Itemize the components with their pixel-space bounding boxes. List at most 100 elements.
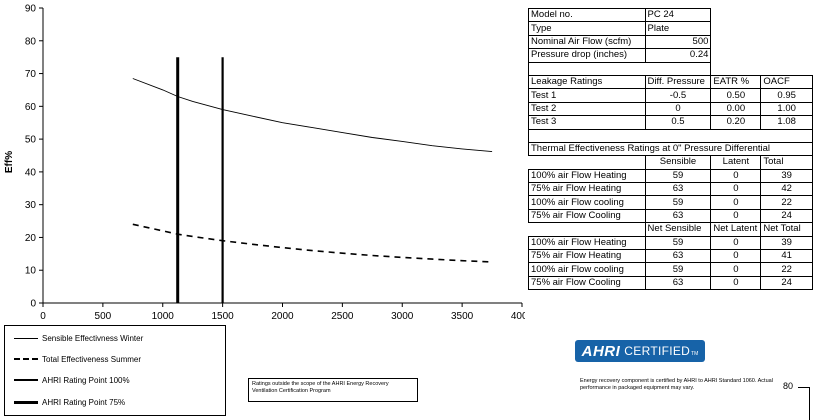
thermal-row: 100% air Flow cooling 59 0 22 bbox=[528, 195, 813, 210]
x-tick-label: 1500 bbox=[212, 311, 235, 322]
logo-brand: AHRI bbox=[581, 342, 621, 360]
scope-note: Ratings outside the scope of the AHRI En… bbox=[248, 378, 418, 402]
leakage-header: OACF bbox=[760, 74, 813, 90]
leakage-row: Test 2 0 0.00 1.00 bbox=[528, 101, 813, 117]
y-tick-label: 90 bbox=[25, 4, 37, 15]
leakage-row: Test 1 -0.5 0.50 0.95 bbox=[528, 88, 813, 103]
net-cell: 39 bbox=[760, 235, 813, 251]
y-tick-label: 80 bbox=[25, 36, 37, 47]
net-cell: 24 bbox=[760, 275, 813, 291]
series-layer bbox=[132, 57, 493, 303]
spec-row-airflow: Nominal Air Flow (scfm) 500 bbox=[528, 34, 813, 50]
legend-item-total: Total Effectiveness Summer bbox=[5, 352, 141, 366]
net-cell: 0 bbox=[710, 275, 762, 291]
thermal-header: Latent bbox=[710, 155, 762, 170]
y-axis-label: Eff% bbox=[4, 151, 15, 173]
leakage-cell: 1.00 bbox=[760, 101, 813, 117]
thermal-cell: 63 bbox=[644, 208, 712, 224]
axes bbox=[39, 7, 523, 307]
net-cell: 63 bbox=[644, 249, 712, 264]
leakage-cell: Test 3 bbox=[528, 115, 646, 130]
leakage-cell: 0.50 bbox=[710, 88, 762, 103]
tick-labels: 0 10 20 30 40 50 60 70 80 90 0 500 1000 1500 2000 2500 3… bbox=[25, 4, 525, 323]
thermal-row: 75% air Flow Cooling 63 0 24 bbox=[528, 208, 813, 224]
legend-item-sensible: Sensible Effectivness Winter bbox=[5, 331, 143, 345]
net-cell: 100% air Flow Heating bbox=[528, 235, 646, 251]
thermal-cell: 39 bbox=[760, 168, 813, 184]
net-row: 75% air Flow Heating 63 0 41 bbox=[528, 249, 813, 264]
page-number: 80 bbox=[783, 381, 794, 391]
thermal-cell: 75% air Flow Heating bbox=[528, 182, 646, 197]
net-cell: 0 bbox=[710, 235, 762, 251]
logo-certified: CERTIFIED bbox=[624, 344, 691, 358]
legend-swatch-solid bbox=[14, 337, 38, 339]
net-header: Net Total bbox=[760, 222, 813, 237]
model-value: PC 24 bbox=[644, 7, 712, 23]
spec-row-model: Model no. PC 24 bbox=[528, 7, 813, 23]
y-tick-label: 70 bbox=[25, 69, 37, 80]
net-cell: 59 bbox=[644, 235, 712, 251]
thermal-cell: 0 bbox=[710, 208, 762, 224]
y-tick-label: 50 bbox=[25, 135, 37, 146]
y-tick-label: 0 bbox=[30, 299, 36, 310]
ahri-certified-logo: AHRI CERTIFIED TM bbox=[575, 340, 705, 362]
net-cell: 75% air Flow Cooling bbox=[528, 275, 646, 291]
leakage-header: Diff. Pressure bbox=[644, 74, 712, 90]
leakage-cell: -0.5 bbox=[644, 88, 712, 103]
leakage-header-row: Leakage Ratings Diff. Pressure EATR % OA… bbox=[528, 74, 813, 90]
thermal-cell: 0 bbox=[710, 168, 762, 184]
thermal-row: 100% air Flow Heating 59 0 39 bbox=[528, 168, 813, 184]
type-value: Plate bbox=[644, 21, 712, 36]
leakage-header: Leakage Ratings bbox=[528, 74, 646, 90]
x-tick-label: 3500 bbox=[451, 311, 474, 322]
logo-tm: TM bbox=[691, 351, 699, 357]
x-tick-label: 500 bbox=[95, 311, 112, 322]
net-cell: 0 bbox=[710, 262, 762, 277]
thermal-cell: 75% air Flow Cooling bbox=[528, 208, 646, 224]
thermal-header: Total bbox=[760, 155, 813, 170]
leakage-cell: 0.95 bbox=[760, 88, 813, 103]
thermal-cell: 100% air Flow Heating bbox=[528, 168, 646, 184]
thermal-cell: 24 bbox=[760, 208, 813, 224]
net-cell: 41 bbox=[760, 249, 813, 264]
page-corner-line bbox=[798, 387, 810, 388]
y-tick-label: 10 bbox=[25, 266, 37, 277]
thermal-cell: 63 bbox=[644, 182, 712, 197]
y-tick-label: 20 bbox=[25, 233, 37, 244]
leakage-cell: 0.20 bbox=[710, 115, 762, 130]
legend-swatch-thicker bbox=[14, 400, 38, 404]
legend-label: AHRI Rating Point 75% bbox=[42, 397, 126, 407]
net-cell: 59 bbox=[644, 262, 712, 277]
thermal-row: 75% air Flow Heating 63 0 42 bbox=[528, 182, 813, 197]
legend-item-rating-100: AHRI Rating Point 100% bbox=[5, 373, 130, 387]
thermal-cell: 0 bbox=[710, 182, 762, 197]
certification-text: Energy recovery component is certified b… bbox=[580, 378, 773, 391]
net-header: Net Latent bbox=[710, 222, 762, 237]
net-cell: 22 bbox=[760, 262, 813, 277]
net-cell: 100% air Flow cooling bbox=[528, 262, 646, 277]
legend-swatch-dashed bbox=[14, 358, 38, 360]
y-tick-label: 40 bbox=[25, 167, 37, 178]
pressure-label: Pressure drop (inches) bbox=[528, 48, 646, 63]
pressure-value: 0.24 bbox=[644, 48, 712, 63]
legend: Sensible Effectivness Winter Total Effec… bbox=[4, 325, 226, 416]
legend-swatch-thick bbox=[14, 379, 38, 381]
leakage-row: Test 3 0.5 0.20 1.08 bbox=[528, 115, 813, 130]
x-tick-label: 2500 bbox=[331, 311, 354, 322]
net-cell: 63 bbox=[644, 275, 712, 291]
thermal-header: Sensible bbox=[644, 155, 712, 170]
total-effectiveness-line bbox=[132, 223, 493, 263]
net-cell: 75% air Flow Heating bbox=[528, 249, 646, 264]
leakage-cell: Test 2 bbox=[528, 101, 646, 117]
net-row: 75% air Flow Cooling 63 0 24 bbox=[528, 275, 813, 291]
leakage-cell: 0.5 bbox=[644, 115, 712, 130]
net-row: 100% air Flow Heating 59 0 39 bbox=[528, 235, 813, 251]
x-tick-label: 3000 bbox=[391, 311, 414, 322]
spec-table: Model no. PC 24 Type Plate Nominal Air F… bbox=[528, 7, 813, 291]
airflow-value: 500 bbox=[644, 34, 712, 50]
legend-label: Sensible Effectivness Winter bbox=[42, 333, 144, 343]
spec-row-pressure: Pressure drop (inches) 0.24 bbox=[528, 48, 813, 63]
net-header-row: Net Sensible Net Latent Net Total bbox=[529, 222, 813, 237]
leakage-cell: Test 1 bbox=[528, 88, 646, 103]
y-tick-label: 60 bbox=[25, 102, 37, 113]
